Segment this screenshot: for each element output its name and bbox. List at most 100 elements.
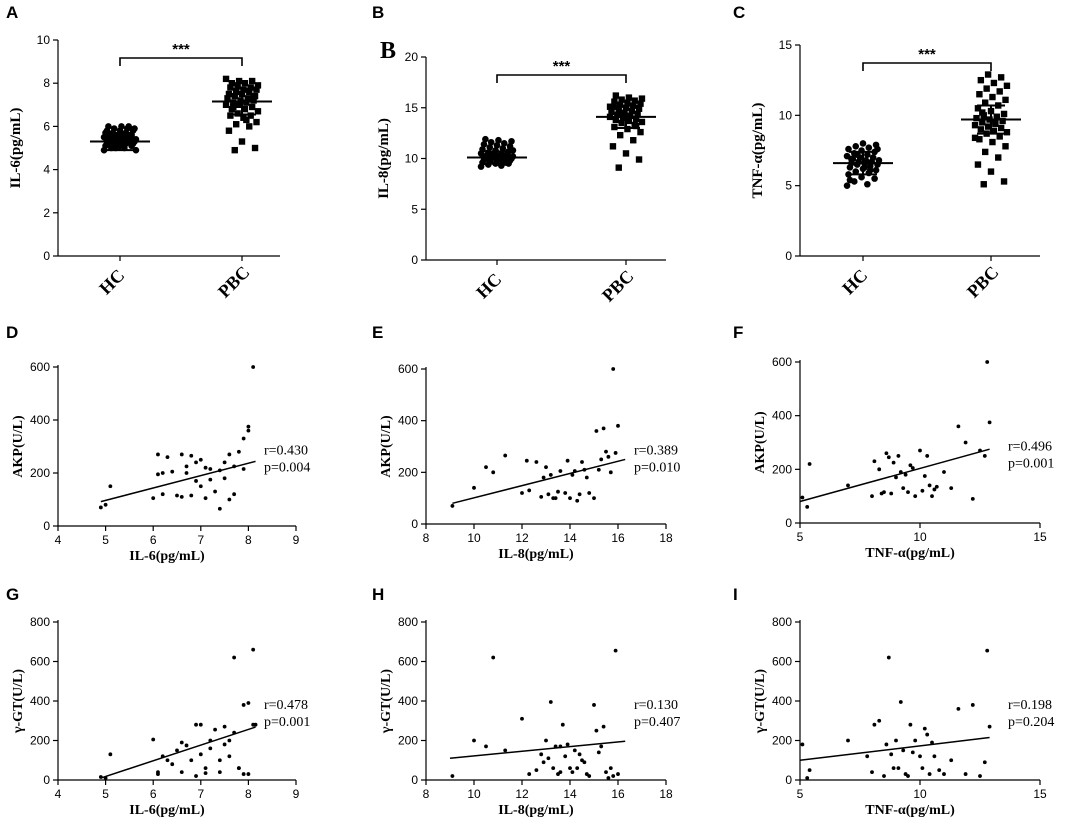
data-point: [587, 491, 592, 495]
x-tick-label: 6: [150, 533, 157, 547]
correlation-p: p=0.004: [264, 460, 310, 475]
data-point: [976, 91, 983, 98]
data-point: [877, 718, 882, 723]
data-point: [230, 99, 237, 106]
y-tick-label: 5: [785, 179, 792, 193]
data-point: [225, 127, 233, 134]
y-axis-label: γ-GT(U/L): [11, 669, 26, 734]
data-point: [160, 471, 165, 475]
data-point: [596, 467, 601, 472]
data-point: [896, 766, 901, 771]
panel-label-d: D: [6, 323, 18, 342]
correlation-p: p=0.407: [634, 715, 680, 730]
data-point: [156, 472, 160, 477]
data-point: [927, 483, 932, 488]
data-point: [611, 123, 618, 131]
data-point: [565, 458, 570, 463]
data-point: [551, 766, 556, 771]
data-point: [635, 105, 643, 112]
y-tick-label: 0: [411, 253, 418, 267]
data-point: [601, 724, 606, 729]
data-point: [222, 75, 230, 83]
data-point: [594, 728, 599, 733]
data-point: [232, 492, 237, 497]
data-point: [632, 122, 640, 130]
data-point: [231, 92, 238, 100]
data-point: [247, 112, 254, 119]
data-point: [241, 436, 246, 441]
data-point: [984, 71, 992, 78]
significance-bracket: [862, 62, 992, 71]
data-point: [999, 117, 1006, 125]
data-point: [805, 776, 810, 780]
panel-e: 0 200 400 600 8 10 12 14 16 18 IL-8(pg/mL) AKP(U/L)…: [379, 362, 680, 562]
x-tick-label: 9: [293, 787, 300, 801]
data-point: [622, 150, 630, 157]
data-point: [237, 97, 244, 104]
y-axis-label: γ-GT(U/L): [753, 669, 768, 734]
data-point: [125, 123, 132, 130]
y-tick-label: 400: [772, 694, 792, 708]
y-tick-label: 8: [43, 76, 50, 90]
data-point: [534, 768, 539, 773]
data-point: [235, 77, 243, 85]
data-point: [925, 454, 930, 458]
data-point: [989, 93, 996, 101]
data-point: [495, 136, 502, 144]
data-point: [558, 770, 563, 774]
data-point: [976, 136, 983, 143]
y-axis-label: IL-8(pg/mL): [376, 118, 392, 199]
data-point: [241, 105, 249, 113]
data-point: [807, 462, 812, 466]
data-point: [987, 168, 995, 175]
data-point: [491, 655, 496, 660]
panel-label-f: F: [733, 323, 743, 342]
data-point: [203, 771, 208, 775]
y-tick-label: 400: [398, 414, 418, 428]
correlation-r: r=0.198: [1008, 698, 1052, 713]
data-point: [864, 180, 871, 188]
data-point: [612, 116, 620, 124]
x-axis-label: IL-8(pg/mL): [498, 803, 574, 818]
data-point: [974, 105, 982, 112]
data-point: [105, 123, 112, 130]
panel-i: 0 200 400 600 800 5 10 15 TNF-α(pg/mL) γ-GT(U/L) r…: [753, 615, 1054, 818]
data-point: [189, 493, 194, 498]
data-point: [103, 502, 108, 507]
data-point: [575, 498, 580, 503]
data-point: [534, 460, 539, 464]
data-point: [253, 86, 260, 93]
data-point: [551, 496, 556, 501]
data-point: [889, 752, 894, 757]
data-point: [843, 182, 851, 189]
data-point: [482, 135, 489, 143]
data-point: [601, 426, 606, 431]
data-point: [616, 772, 620, 776]
data-point: [251, 144, 259, 152]
data-point: [637, 128, 644, 136]
data-point: [175, 748, 179, 753]
data-point: [898, 700, 903, 704]
data-point: [208, 746, 213, 751]
data-point: [227, 754, 232, 759]
panel-f: 0 200 400 600 5 10 15 TNF-α(pg/mL) AKP(U/L) r=0.4…: [753, 355, 1054, 561]
data-point: [910, 750, 915, 755]
data-point: [908, 722, 913, 727]
data-point: [875, 157, 883, 164]
data-point: [203, 496, 208, 501]
data-point: [624, 125, 631, 133]
y-tick-label: 400: [30, 413, 50, 427]
data-point: [179, 494, 184, 499]
y-tick-label: 600: [398, 655, 418, 669]
y-axis-label: AKP(U/L): [379, 415, 394, 478]
data-point: [625, 117, 633, 125]
data-point: [805, 505, 810, 509]
data-point: [877, 467, 882, 472]
data-point: [241, 772, 246, 776]
data-point: [527, 488, 532, 493]
correlation-r: r=0.430: [264, 443, 308, 458]
correlation-r: r=0.130: [634, 698, 678, 713]
data-point: [236, 449, 241, 454]
x-tick-label: 18: [659, 787, 673, 801]
data-point: [913, 494, 918, 499]
